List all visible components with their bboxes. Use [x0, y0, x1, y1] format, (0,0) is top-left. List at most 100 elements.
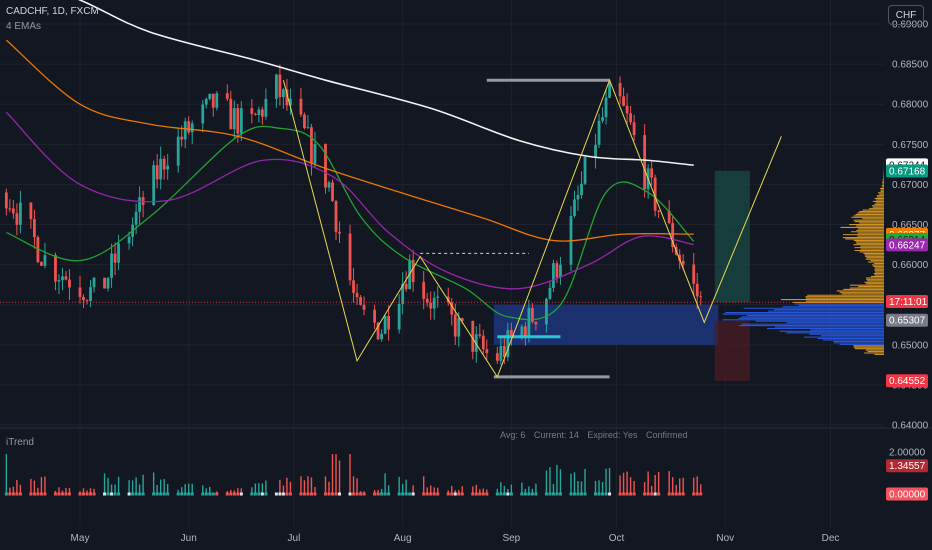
candle-body	[362, 304, 366, 310]
ema-100-line	[5, 39, 694, 242]
candle-body	[134, 211, 138, 225]
candle-body	[78, 287, 82, 297]
itrend-dot	[141, 492, 145, 496]
itrend-dot	[232, 492, 236, 496]
itrend-dot	[36, 492, 40, 496]
poc-price-tag-label: 0.65307	[889, 316, 926, 327]
itrend-dot	[117, 492, 121, 496]
time-tick-label: Dec	[822, 533, 840, 544]
stop-zone	[714, 320, 750, 381]
candle-body	[597, 120, 601, 145]
itrend-dot	[352, 492, 356, 496]
itrend-dot	[362, 492, 366, 496]
itrend-dot	[674, 492, 678, 496]
candle-body	[573, 199, 576, 216]
candle-body	[657, 210, 661, 212]
itrend-dot	[32, 492, 36, 496]
itrend-dot	[527, 492, 531, 496]
candle-body	[232, 108, 236, 130]
itrend-dot	[4, 492, 8, 496]
itrend-dot	[594, 492, 598, 496]
itrend-dot	[597, 492, 601, 496]
time-tick-label: Aug	[394, 533, 412, 544]
itrend-dot	[274, 492, 278, 496]
itrend-dot	[583, 492, 587, 496]
itrend-dot	[162, 492, 166, 496]
itrend-dot	[53, 492, 57, 496]
candle-body	[106, 277, 110, 289]
itrend-dot	[457, 492, 461, 496]
itrend-dot	[450, 492, 454, 496]
currency-button[interactable]: CHF	[888, 5, 924, 25]
itrend-dot	[569, 492, 573, 496]
candle-body	[127, 236, 131, 244]
itrend-dot	[208, 492, 212, 496]
candle-body	[692, 264, 696, 284]
stat-current: Current: 14	[533, 430, 579, 440]
candle-body	[499, 345, 503, 361]
itrend-dot	[699, 492, 703, 496]
candle-body	[57, 280, 61, 282]
itrend-dot	[57, 492, 61, 496]
candle-body	[211, 93, 215, 108]
itrend-dot	[622, 492, 626, 496]
candle-body	[667, 210, 671, 224]
candle-body	[359, 297, 362, 305]
candle-body	[92, 277, 96, 288]
price-axis: 0.69000 0.68500 0.68000 0.67500 0.67000 0.665…	[886, 20, 929, 432]
candle-body	[509, 330, 513, 338]
itrend-dot	[215, 492, 219, 496]
itrend-dot	[67, 492, 71, 496]
itrend-label[interactable]: iTrend	[6, 437, 34, 448]
itrend-dot	[404, 492, 408, 496]
candle-body	[559, 264, 562, 278]
time-tick-label: Sep	[502, 533, 520, 544]
itrend-dot	[309, 492, 313, 496]
symbol-title[interactable]: CADCHF, 1D, FXCM	[6, 6, 99, 17]
itrend-dot	[334, 492, 338, 496]
itrend-dot	[359, 492, 363, 496]
itrend-dot	[485, 492, 489, 496]
itrend-dot	[373, 492, 377, 496]
stop-price-tag-label: 0.64552	[889, 376, 926, 387]
itrend-dot	[551, 492, 555, 496]
demand-zone	[493, 304, 719, 345]
itrend-dot	[43, 492, 47, 496]
ema-50-line	[5, 111, 694, 290]
candle-body	[520, 326, 524, 338]
candle-body	[117, 243, 120, 263]
itrend-dot	[408, 492, 412, 496]
itrend-dot	[657, 492, 661, 496]
candle-body	[555, 263, 559, 278]
candle-body	[387, 316, 391, 330]
candle-body	[15, 213, 19, 225]
itrend-dot	[355, 492, 359, 496]
itrend-dot	[509, 492, 513, 496]
candle-body	[204, 98, 208, 105]
candle-body	[303, 114, 306, 128]
ema-indicator-label[interactable]: 4 EMAs	[6, 21, 42, 32]
countdown-tag-label: 17:11:01	[889, 297, 928, 308]
candle-body	[253, 113, 257, 115]
price-tick-label: 0.66000	[892, 260, 929, 271]
candle-body	[681, 261, 685, 265]
itrend-dot	[380, 492, 384, 496]
candle-body	[534, 321, 538, 325]
candle-body	[82, 296, 85, 301]
candle-body	[411, 259, 415, 283]
candle-body	[699, 296, 703, 298]
itrend-dot	[176, 492, 180, 496]
time-tick-label: Oct	[609, 533, 625, 544]
itrend-dot	[313, 492, 317, 496]
itrend-dot	[89, 492, 93, 496]
itrend-dot	[39, 492, 43, 496]
candle-body	[608, 83, 611, 98]
candle-body	[376, 322, 380, 340]
itrend-dot	[695, 492, 699, 496]
candle-body	[523, 326, 527, 338]
itrend-dot	[134, 492, 138, 496]
candle-body	[397, 304, 401, 330]
candle-body	[260, 109, 264, 117]
candle-body	[152, 165, 156, 205]
